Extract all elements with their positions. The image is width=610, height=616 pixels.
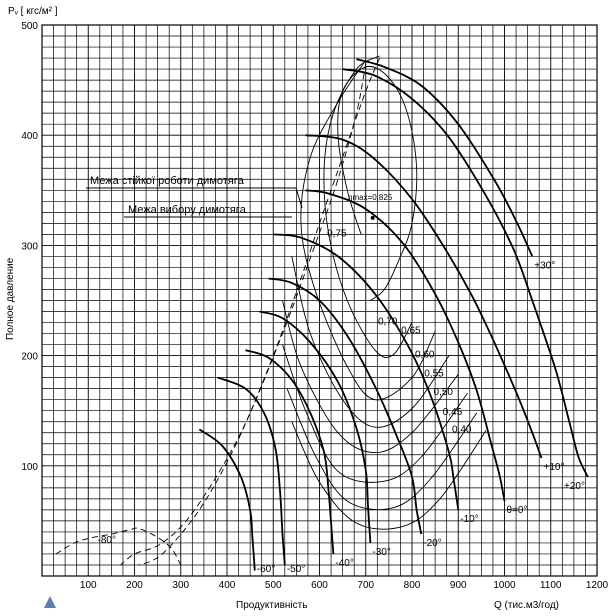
efficiency-curve <box>300 60 436 401</box>
y-axis-side-label: Полное давление <box>5 257 16 340</box>
efficiency-curve <box>323 55 413 358</box>
pressure-curve <box>198 428 256 571</box>
x-tick-label: 100 <box>80 580 97 591</box>
plot-frame <box>41 24 598 577</box>
y-tick-label: 200 <box>21 352 38 363</box>
y-axis-title: Pᵥ [ кгс/м² ] <box>8 6 58 17</box>
pressure-curve-label: -50° <box>287 564 305 575</box>
pressure-curve-label: +30° <box>534 260 555 271</box>
pressure-curve <box>245 349 335 555</box>
efficiency-curve <box>282 300 459 454</box>
pressure-curve-label: -10° <box>460 514 478 525</box>
x-axis-label: Продуктивність <box>236 600 307 611</box>
x-axis-unit: Q (тис.м3/год) <box>494 600 559 611</box>
pressure-curve <box>356 58 534 257</box>
x-tick-label: 800 <box>404 580 421 591</box>
pressure-curve-label: -30° <box>372 547 390 558</box>
x-tick-label: 1000 <box>493 580 516 591</box>
curve-labels: 0,75 0,700,65 0,60 0,55 0,50 0,45 0,40 +30° +20°… <box>98 228 586 575</box>
x-tick-label: 900 <box>450 580 467 591</box>
x-tick-label: 500 <box>265 580 282 591</box>
axes <box>41 24 598 577</box>
x-tick-label: 400 <box>219 580 236 591</box>
x-tick-label: 300 <box>172 580 189 591</box>
pressure-curve <box>217 376 286 566</box>
x-tick-label: 1200 <box>586 580 609 591</box>
pressure-curve-label: -20° <box>423 538 441 549</box>
efficiency-curve <box>282 344 468 483</box>
efficiency-label: 0,50 <box>434 387 454 398</box>
pressure-curve-label: +20° <box>564 481 585 492</box>
selection-limit-curve <box>138 57 381 566</box>
y-tick-label: 100 <box>21 462 38 473</box>
pressure-curve-label: -60° <box>257 564 275 575</box>
efficiency-curve <box>286 388 478 510</box>
y-tick-label: 300 <box>21 241 38 252</box>
efficiency-label: 0,40 <box>452 425 472 436</box>
x-tick-label: 200 <box>126 580 143 591</box>
selection-limit-label: Межа вибору димотягa <box>128 204 247 216</box>
x-tick-label: 1100 <box>540 580 562 591</box>
pressure-curve <box>259 310 372 543</box>
efficiency-curve <box>337 65 418 301</box>
pressure-curve-label: -80° <box>98 535 116 546</box>
stable-limit-pointer <box>295 187 303 209</box>
pressure-curve-label: -40° <box>335 558 353 569</box>
efficiency-label: 0,55 <box>424 368 444 379</box>
pressure-curve <box>55 527 182 566</box>
efficiency-curve <box>291 421 487 530</box>
stable-limit-label: Межа стійкої роботи димотягa <box>90 175 245 187</box>
pressure-curve-label: +10° <box>544 462 565 473</box>
tick-labels: 100 200 300 400 500 600 700 800 900 1000 1100 1200 1… <box>21 21 608 591</box>
efficiency-curves <box>282 55 487 530</box>
limit-curves <box>120 57 381 566</box>
eta-max-point <box>370 215 375 220</box>
pressure-curve <box>342 68 589 478</box>
efficiency-label: 0,60 <box>415 350 435 361</box>
y-tick-label: 500 <box>21 21 38 32</box>
pressure-curve <box>268 277 423 535</box>
efficiency-label: 0,65 <box>401 325 421 336</box>
efficiency-curve <box>291 256 450 428</box>
pressure-curve <box>305 189 506 502</box>
x-tick-label: 700 <box>357 580 374 591</box>
x-tick-label: 600 <box>311 580 328 591</box>
pressure-curve <box>273 233 460 511</box>
efficiency-label: 0,75 <box>327 228 347 239</box>
brand-logo-icon <box>44 596 56 608</box>
pressure-curves <box>55 58 589 571</box>
eta-max-label: ηmax=0,825 <box>348 193 393 202</box>
stable-limit-curve <box>120 63 367 566</box>
y-tick-label: 400 <box>21 131 38 142</box>
pressure-curve-label: θ=0° <box>507 505 528 516</box>
efficiency-label: 0,45 <box>443 407 463 418</box>
efficiency-label: 0,70 <box>378 317 398 328</box>
pressure-curve <box>305 134 543 459</box>
